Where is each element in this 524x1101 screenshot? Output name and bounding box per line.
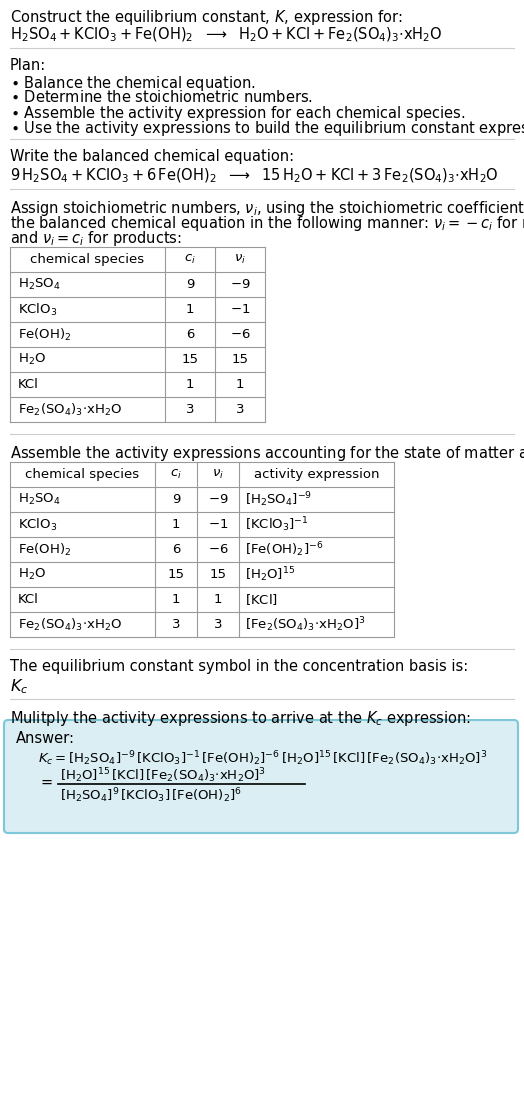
Text: $\mathrm{H_2SO_4}$: $\mathrm{H_2SO_4}$: [18, 277, 61, 292]
Text: 15: 15: [232, 353, 248, 366]
Text: $[\mathrm{Fe_2(SO_4)_3{\cdot}xH_2O}]^3$: $[\mathrm{Fe_2(SO_4)_3{\cdot}xH_2O}]^3$: [245, 615, 365, 634]
Text: $[\mathrm{H_2O}]^{15}$: $[\mathrm{H_2O}]^{15}$: [245, 565, 295, 584]
Text: The equilibrium constant symbol in the concentration basis is:: The equilibrium constant symbol in the c…: [10, 659, 468, 674]
Text: 15: 15: [168, 568, 184, 581]
Text: $\mathrm{Fe_2(SO_4)_3{\cdot}xH_2O}$: $\mathrm{Fe_2(SO_4)_3{\cdot}xH_2O}$: [18, 402, 122, 417]
Text: $[\mathrm{H_2SO_4}]^{-9}$: $[\mathrm{H_2SO_4}]^{-9}$: [245, 490, 312, 509]
Text: $\mathrm{KClO_3}$: $\mathrm{KClO_3}$: [18, 302, 57, 317]
Text: $\bullet$ Use the activity expressions to build the equilibrium constant express: $\bullet$ Use the activity expressions t…: [10, 119, 524, 138]
Text: the balanced chemical equation in the following manner: $\nu_i = -c_i$ for react: the balanced chemical equation in the fo…: [10, 214, 524, 233]
Text: $\bullet$ Determine the stoichiometric numbers.: $\bullet$ Determine the stoichiometric n…: [10, 89, 313, 105]
Text: $\mathrm{H_2O}$: $\mathrm{H_2O}$: [18, 567, 46, 582]
Text: $-1$: $-1$: [208, 517, 228, 531]
Text: Assign stoichiometric numbers, $\nu_i$, using the stoichiometric coefficients, $: Assign stoichiometric numbers, $\nu_i$, …: [10, 199, 524, 218]
Text: chemical species: chemical species: [30, 253, 145, 266]
Text: $\mathrm{9\,H_2SO_4 + KClO_3 + 6\,Fe(OH)_2}$  $\longrightarrow$  $\mathrm{15\,H_: $\mathrm{9\,H_2SO_4 + KClO_3 + 6\,Fe(OH)…: [10, 167, 499, 185]
Text: $-6$: $-6$: [208, 543, 228, 556]
Text: $[\mathrm{H_2O}]^{15}\,[\mathrm{KCl}]\,[\mathrm{Fe_2(SO_4)_3{\cdot}xH_2O}]^3$: $[\mathrm{H_2O}]^{15}\,[\mathrm{KCl}]\,[…: [60, 766, 266, 785]
FancyBboxPatch shape: [4, 720, 518, 833]
Text: $-6$: $-6$: [230, 328, 250, 341]
Text: $-1$: $-1$: [230, 303, 250, 316]
Text: 1: 1: [214, 593, 222, 606]
Text: KCl: KCl: [18, 378, 39, 391]
Text: $[\mathrm{H_2SO_4}]^9\,[\mathrm{KClO_3}]\,[\mathrm{Fe(OH)_2}]^6$: $[\mathrm{H_2SO_4}]^9\,[\mathrm{KClO_3}]…: [60, 786, 242, 805]
Text: Answer:: Answer:: [16, 731, 75, 746]
Text: $[\mathrm{KCl}]$: $[\mathrm{KCl}]$: [245, 592, 278, 607]
Text: $c_i$: $c_i$: [184, 253, 196, 266]
Text: $\mathrm{H_2SO_4}$: $\mathrm{H_2SO_4}$: [18, 492, 61, 508]
Text: $K_c = [\mathrm{H_2SO_4}]^{-9}\,[\mathrm{KClO_3}]^{-1}\,[\mathrm{Fe(OH)_2}]^{-6}: $K_c = [\mathrm{H_2SO_4}]^{-9}\,[\mathrm…: [38, 749, 487, 767]
Text: 3: 3: [185, 403, 194, 416]
Text: $\mathrm{Fe(OH)_2}$: $\mathrm{Fe(OH)_2}$: [18, 542, 72, 557]
Text: 1: 1: [185, 378, 194, 391]
Text: 1: 1: [185, 303, 194, 316]
Text: Write the balanced chemical equation:: Write the balanced chemical equation:: [10, 149, 294, 164]
Text: $c_i$: $c_i$: [170, 468, 182, 481]
Text: 1: 1: [236, 378, 244, 391]
Text: 1: 1: [172, 517, 180, 531]
Text: Mulitply the activity expressions to arrive at the $K_c$ expression:: Mulitply the activity expressions to arr…: [10, 709, 471, 728]
Text: $\mathrm{KClO_3}$: $\mathrm{KClO_3}$: [18, 516, 57, 533]
Text: $-9$: $-9$: [230, 277, 250, 291]
Text: 3: 3: [172, 618, 180, 631]
Text: and $\nu_i = c_i$ for products:: and $\nu_i = c_i$ for products:: [10, 229, 182, 248]
Text: $\mathrm{Fe(OH)_2}$: $\mathrm{Fe(OH)_2}$: [18, 327, 72, 342]
Text: 6: 6: [186, 328, 194, 341]
Text: $\nu_i$: $\nu_i$: [212, 468, 224, 481]
Text: $K_c$: $K_c$: [10, 677, 28, 696]
Text: Assemble the activity expressions accounting for the state of matter and $\nu_i$: Assemble the activity expressions accoun…: [10, 444, 524, 464]
Text: $\nu_i$: $\nu_i$: [234, 253, 246, 266]
Text: $\bullet$ Assemble the activity expression for each chemical species.: $\bullet$ Assemble the activity expressi…: [10, 103, 465, 123]
Text: $\bullet$ Balance the chemical equation.: $\bullet$ Balance the chemical equation.: [10, 74, 255, 92]
Text: $\mathrm{H_2SO_4 + KClO_3 + Fe(OH)_2}$  $\longrightarrow$  $\mathrm{H_2O + KCl +: $\mathrm{H_2SO_4 + KClO_3 + Fe(OH)_2}$ $…: [10, 26, 443, 44]
Text: 15: 15: [210, 568, 226, 581]
Text: 9: 9: [172, 493, 180, 506]
Text: activity expression: activity expression: [254, 468, 379, 481]
Text: chemical species: chemical species: [26, 468, 139, 481]
Text: 3: 3: [236, 403, 244, 416]
Text: $\mathrm{H_2O}$: $\mathrm{H_2O}$: [18, 352, 46, 367]
Text: $-9$: $-9$: [208, 493, 228, 506]
Text: 6: 6: [172, 543, 180, 556]
Text: Construct the equilibrium constant, $K$, expression for:: Construct the equilibrium constant, $K$,…: [10, 8, 402, 28]
Text: 15: 15: [181, 353, 199, 366]
Text: 1: 1: [172, 593, 180, 606]
Text: 9: 9: [186, 277, 194, 291]
Text: 3: 3: [214, 618, 222, 631]
Text: $=$: $=$: [38, 774, 53, 789]
Text: KCl: KCl: [18, 593, 39, 606]
Text: $[\mathrm{Fe(OH)_2}]^{-6}$: $[\mathrm{Fe(OH)_2}]^{-6}$: [245, 541, 323, 559]
Text: $[\mathrm{KClO_3}]^{-1}$: $[\mathrm{KClO_3}]^{-1}$: [245, 515, 309, 534]
Text: $\mathrm{Fe_2(SO_4)_3{\cdot}xH_2O}$: $\mathrm{Fe_2(SO_4)_3{\cdot}xH_2O}$: [18, 617, 122, 633]
Text: Plan:: Plan:: [10, 58, 46, 73]
